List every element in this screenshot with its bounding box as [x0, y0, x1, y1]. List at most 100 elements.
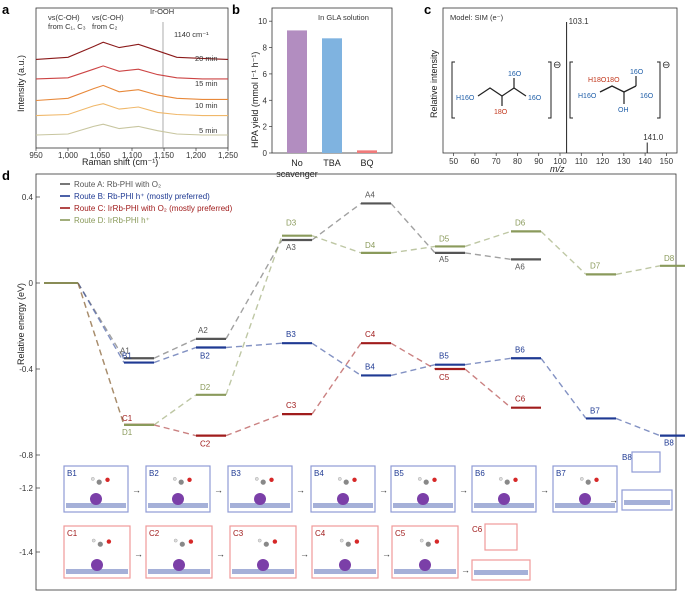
arrow-c-0: →: [134, 549, 143, 559]
structure-B1-o-atom: [105, 477, 110, 482]
structure-B3-o-atom: [269, 477, 274, 482]
ms-peak-label-1: 141.0: [643, 133, 664, 142]
connector-route-d: [77, 282, 125, 426]
panel-d-energy-diagram: 0.4 0 -0.4 -0.8 -1.2 -1.4 A1 A2 A3 A4 A5 A6 B1 B2 B3 B…: [16, 173, 685, 591]
level-label-D5: D5: [439, 234, 450, 243]
arrow-b-6: →: [609, 495, 618, 505]
raman-xtick-label: 950: [29, 151, 43, 160]
structure-B5-rb-atom: [417, 493, 429, 505]
structure-C1-o-atom: [106, 539, 112, 544]
level-label-D2: D2: [200, 383, 211, 392]
panel-c-model: Model: SIM (e⁻): [450, 13, 504, 22]
energy-ytick-label: -0.8: [19, 451, 33, 460]
level-label-D7: D7: [590, 261, 601, 270]
bar-0: [287, 30, 307, 154]
arrow-c-2: →: [300, 549, 309, 559]
structure-C5-h-atom: [419, 538, 424, 543]
raman-xtick-label: 1,000: [58, 151, 79, 160]
structure-B5-substrate: [393, 503, 453, 508]
structure-B3-h-atom: [254, 477, 259, 481]
structure-C3-rb-atom: [257, 559, 269, 571]
raman-series-1: [35, 41, 229, 60]
level-label-A3: A3: [286, 243, 296, 252]
structure-C4-o-atom: [354, 539, 360, 544]
level-label-B7: B7: [590, 406, 600, 415]
arrow-c-1: →: [216, 549, 225, 559]
level-label-A4: A4: [365, 190, 375, 199]
ms-xtick-label: 90: [534, 157, 543, 166]
level-label-C3: C3: [286, 401, 297, 410]
raman-xtick-label: 1,200: [186, 151, 207, 160]
structure-B7-o-atom: [594, 477, 599, 482]
ms-xtick-label: 70: [492, 157, 501, 166]
connector-route-d: [153, 394, 197, 426]
structure-B8-inset: [631, 451, 661, 473]
connector-route-d: [390, 245, 436, 254]
structure-C1-label: C1: [67, 529, 78, 538]
connector-route-b: [225, 342, 283, 349]
structure-B1-label: B1: [67, 469, 77, 478]
structure-B6-c-atom: [504, 479, 510, 485]
connector-route-a: [225, 239, 283, 340]
level-label-A1: A1: [120, 346, 130, 355]
annot-c2-a: νs(C-OH): [92, 13, 124, 22]
structure-C2-rb-atom: [173, 559, 185, 571]
connector-route-a: [153, 338, 197, 359]
connector-route-b: [153, 346, 197, 364]
structure-B7-c-atom: [585, 479, 591, 485]
structure-B3: B3: [227, 465, 293, 513]
energy-ytick-label: -1.4: [19, 548, 33, 557]
structure-B4-label: B4: [314, 469, 324, 478]
structure-B2-rb-atom: [172, 493, 184, 505]
level-label-B6: B6: [515, 345, 525, 354]
structure-B3-c-atom: [260, 479, 266, 485]
panel-b-letter: b: [232, 2, 240, 17]
connector-route-b: [615, 417, 661, 437]
structure-C4: C4: [311, 525, 379, 579]
connector-route-d: [464, 230, 512, 248]
bar-ytick-label: 4: [263, 96, 268, 105]
mol2-o-right: 16O: [640, 93, 654, 100]
structure-B5: B5: [390, 465, 456, 513]
connector-route-b: [540, 357, 587, 419]
connector-route-d: [225, 235, 283, 396]
structure-C4-substrate: [314, 569, 376, 574]
structure-B3-substrate: [230, 503, 290, 508]
panel-b-ylabel: HPA yield (mmol l⁻¹ h⁻¹): [250, 52, 260, 148]
structure-B7-rb-atom: [579, 493, 591, 505]
structure-B8-substrate: [624, 500, 670, 505]
connector-route-b: [464, 357, 512, 366]
arrow-b-4: →: [459, 485, 468, 495]
connector-route-d: [540, 230, 587, 275]
molecule-1: 16O 16O 18O H16O ⊖: [451, 60, 561, 119]
level-label-C4: C4: [365, 330, 376, 339]
structure-C2-c-atom: [179, 541, 185, 547]
ms-xtick-label: 110: [575, 157, 588, 166]
annot-c1c3-b: from C₁, C₃: [48, 22, 86, 31]
connector-route-c: [464, 368, 512, 409]
panel-c-ylabel: Relative intensity: [429, 49, 439, 118]
level-label-C5: C5: [439, 373, 450, 382]
panel-a-letter: a: [2, 2, 10, 17]
level-label-C1: C1: [122, 414, 133, 423]
annot-c2-b: from C₂: [92, 22, 118, 31]
structure-B1-substrate: [66, 503, 126, 508]
connector-route-c: [390, 342, 436, 370]
level-label-D3: D3: [286, 219, 297, 228]
structure-C6-inset: [484, 523, 518, 551]
arrow-b-1: →: [214, 485, 223, 495]
arrow-b-5: →: [540, 485, 549, 495]
bar-ytick-label: 10: [258, 17, 267, 26]
arrow-c-4: →: [461, 565, 470, 575]
connector-route-b: [311, 342, 362, 377]
bar-ytick-label: 8: [263, 44, 268, 53]
structure-C1: C1: [63, 525, 131, 579]
structure-C5-rb-atom: [419, 559, 431, 571]
mol2-o-top: H18O18O: [588, 77, 620, 84]
connector-route-c: [311, 342, 362, 415]
structure-C3: C3: [229, 525, 297, 579]
energy-ytick-label: -0.4: [19, 365, 33, 374]
